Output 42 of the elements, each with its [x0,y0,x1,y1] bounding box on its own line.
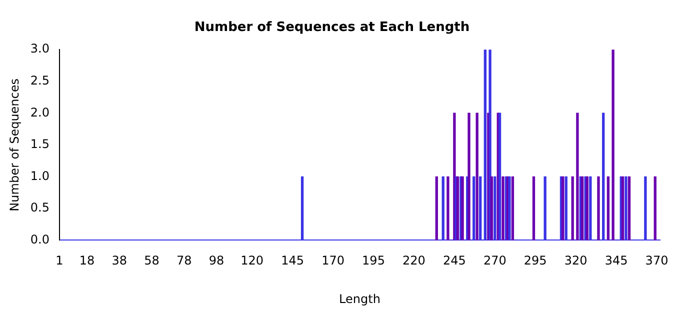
x-tick-label: 195 [362,254,385,268]
x-axis-title: Length [339,292,380,306]
bar [576,112,579,240]
bar [502,176,504,240]
bar [476,112,478,240]
x-tick-label: 1 [56,254,64,268]
y-tick-label: 2.0 [30,105,50,120]
x-tick-label: 120 [240,254,264,268]
bar [628,176,631,240]
bar [435,176,438,240]
y-tick-label: 0.0 [30,232,50,246]
bar [571,176,574,240]
bar [446,176,450,240]
y-tick-label: 1.0 [30,168,50,183]
x-tick-label: 18 [79,254,95,268]
x-tick-label: 245 [442,254,466,268]
x-tick-label: 220 [402,254,426,268]
bar [532,176,536,240]
bar [597,176,600,240]
x-tick-label: 170 [322,254,344,268]
x-tick-label: 320 [564,254,588,268]
x-tick-label: 370 [645,254,668,268]
chart-title: Number of Sequences at Each Length [194,20,470,36]
y-tick-label: 2.5 [30,73,50,88]
x-tick-label: 295 [524,254,547,268]
x-tick-label: 98 [208,254,224,268]
bar [654,176,656,240]
x-tick-label: 270 [483,254,506,268]
x-tick-label: 38 [112,254,128,268]
bar [612,50,614,240]
bar [468,112,470,240]
bar [606,176,610,240]
x-tick-label: 145 [281,254,304,268]
y-axis-title: Number of Sequences [7,78,22,212]
y-tick-label: 0.5 [30,200,50,215]
y-tick-label: 1.5 [30,137,50,152]
bar [511,176,514,240]
y-tick-label: 3.0 [30,42,50,56]
x-tick-label: 78 [176,254,192,268]
x-tick-label: 345 [604,254,628,268]
x-tick-label: 58 [144,254,160,268]
bar [490,176,493,240]
